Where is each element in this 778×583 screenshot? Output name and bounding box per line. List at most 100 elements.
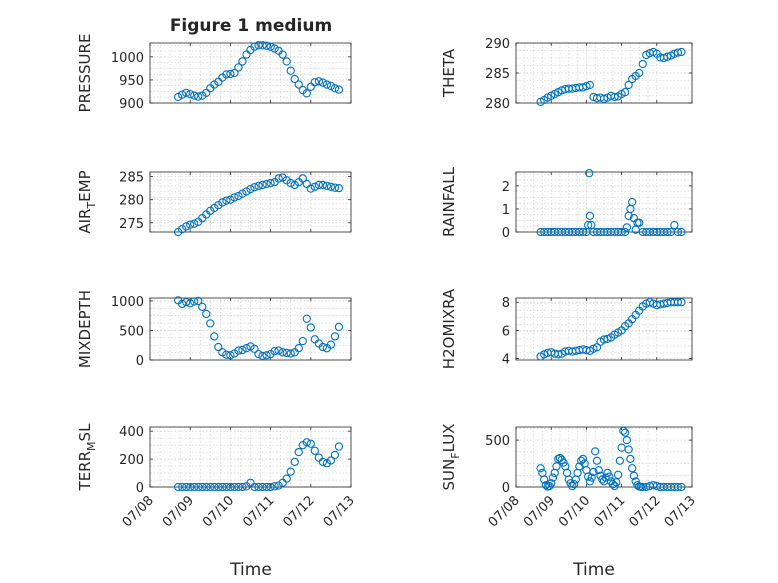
data-point [282,57,291,66]
data-point [246,184,255,194]
data-point [298,174,307,183]
data-point [190,297,199,306]
data-point [326,182,336,191]
y-axis-label: H2OMIXRA [440,288,458,369]
data-point [663,227,672,237]
data-point [536,464,545,473]
data-point [258,351,267,361]
data-point [226,482,235,492]
data-point [270,346,279,356]
data-point [206,482,215,492]
data-point [214,342,223,352]
data-point [286,66,295,75]
y-axis-label: TERRMSL [76,423,98,492]
data-point [242,344,251,353]
data-point [585,477,595,486]
data-point [629,471,639,480]
data-point [624,445,633,454]
data-point [222,350,231,359]
data-point [326,340,336,349]
x-tick-label: 07/08 [120,493,157,530]
y-tick-label: 8 [502,296,510,311]
data-point [620,88,630,97]
data-point [254,482,263,492]
data-point [206,319,215,328]
data-point [584,220,593,230]
data-point [290,74,299,84]
data-point [266,42,275,51]
data-point [258,482,267,492]
y-tick-label: 280 [485,97,510,112]
data-point [242,187,251,196]
data-point [290,457,299,467]
data-point [302,314,311,323]
data-point [334,322,344,332]
data-point [622,223,632,232]
y-tick-label: 275 [119,217,144,232]
data-point [190,219,199,228]
data-point [294,80,303,89]
data-point [306,184,315,193]
axes-frame [515,171,693,233]
data-point [585,169,594,178]
data-point [591,447,600,456]
data-point [266,482,275,492]
data-point [182,88,191,97]
axes-frame [149,171,352,233]
data-point [222,196,231,205]
data-point [587,473,596,482]
data-point [190,482,199,492]
data-point [314,77,323,86]
y-tick-label: 500 [485,434,510,449]
data-point [677,47,686,57]
data-point [677,482,686,492]
data-point [334,442,344,451]
subplot-rainfall: 0 1 2 RAINFALL [440,166,693,241]
y-tick-label: 4 [502,353,510,368]
data-point [254,41,263,50]
y-tick-label: 500 [119,324,144,339]
data-point [238,189,247,198]
data-point [613,470,623,479]
y-axis-label: PRESSURE [76,34,94,113]
y-axis-label: RAINFALL [440,166,458,237]
data-point [278,50,287,59]
data-point [262,482,271,492]
data-point [234,191,243,201]
data-point [186,482,195,492]
axes-frame [149,297,352,361]
data-point [306,439,315,448]
data-point [547,479,556,488]
data-point [178,90,187,99]
data-point [173,482,183,492]
data-point [568,481,577,491]
data-point [186,90,195,99]
data-point [569,480,579,489]
x-tick-label: 07/09 [521,493,558,530]
data-point [330,450,340,460]
data-point [234,346,243,355]
data-point [554,350,563,359]
data-point [314,453,323,462]
data-point [677,227,686,237]
data-point [262,41,271,50]
data-point [178,299,187,309]
data-point [182,297,191,307]
data-point [242,50,251,59]
x-tick-label: 07/09 [160,493,197,530]
data-point [194,92,203,101]
data-point [322,181,332,190]
subplot-h2omixra: 4 6 8 H2OMIXRA [440,288,693,369]
y-axis-label: THETA [440,48,458,98]
data-point [194,296,203,306]
data-point [334,85,344,94]
data-point [294,447,303,457]
data-point [306,323,315,332]
data-point [198,482,207,492]
axes-frame [149,42,352,104]
y-axis-label: SUNFLUX [440,424,462,491]
data-point [326,81,336,91]
data-point [258,41,267,50]
data-point [302,89,311,98]
